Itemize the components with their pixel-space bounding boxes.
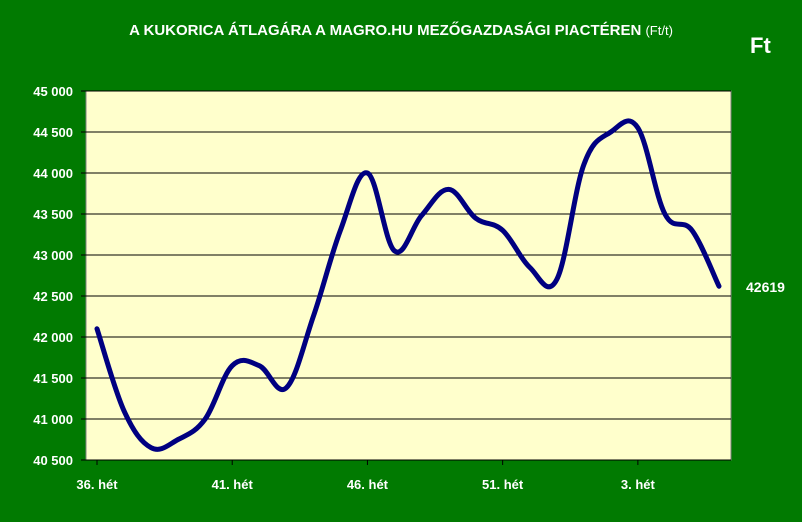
y-tick-label-8: 44 500: [33, 125, 73, 140]
y-tick-label-1: 41 000: [33, 412, 73, 427]
currency-label: Ft: [750, 33, 771, 58]
y-tick-label-0: 40 500: [33, 453, 73, 468]
y-tick-label-7: 44 000: [33, 166, 73, 181]
y-tick-label-9: 45 000: [33, 84, 73, 99]
y-tick-label-4: 42 500: [33, 289, 73, 304]
y-axis-ticks: 40 500 41 000 41 500 42 000 42 500 43 000 43 5…: [33, 84, 86, 468]
y-tick-label-5: 43 000: [33, 248, 73, 263]
x-tick-label-0: 36. hét: [76, 477, 118, 492]
x-tick-label-2: 46. hét: [347, 477, 389, 492]
y-tick-label-6: 43 500: [33, 207, 73, 222]
y-tick-label-2: 41 500: [33, 371, 73, 386]
gridlines: [86, 90, 731, 461]
chart-title: A KUKORICA ÁTLAGÁRA A MAGRO.HU MEZŐGAZDA…: [0, 22, 802, 39]
x-tick-label-3: 51. hét: [482, 477, 524, 492]
x-tick-label-1: 41. hét: [212, 477, 254, 492]
price-line: [94, 118, 722, 452]
x-tick-label-4: 3. hét: [621, 477, 656, 492]
plot-area: [85, 90, 732, 461]
x-axis-ticks: 36. hét 41. hét 46. hét 51. hét 3. hét: [76, 460, 656, 492]
y-tick-label-3: 42 000: [33, 330, 73, 345]
chart-title-unit: (Ft/t): [645, 23, 673, 38]
last-value-label: 42619: [746, 279, 785, 295]
chart-title-text: A KUKORICA ÁTLAGÁRA A MAGRO.HU MEZŐGAZDA…: [129, 22, 642, 39]
